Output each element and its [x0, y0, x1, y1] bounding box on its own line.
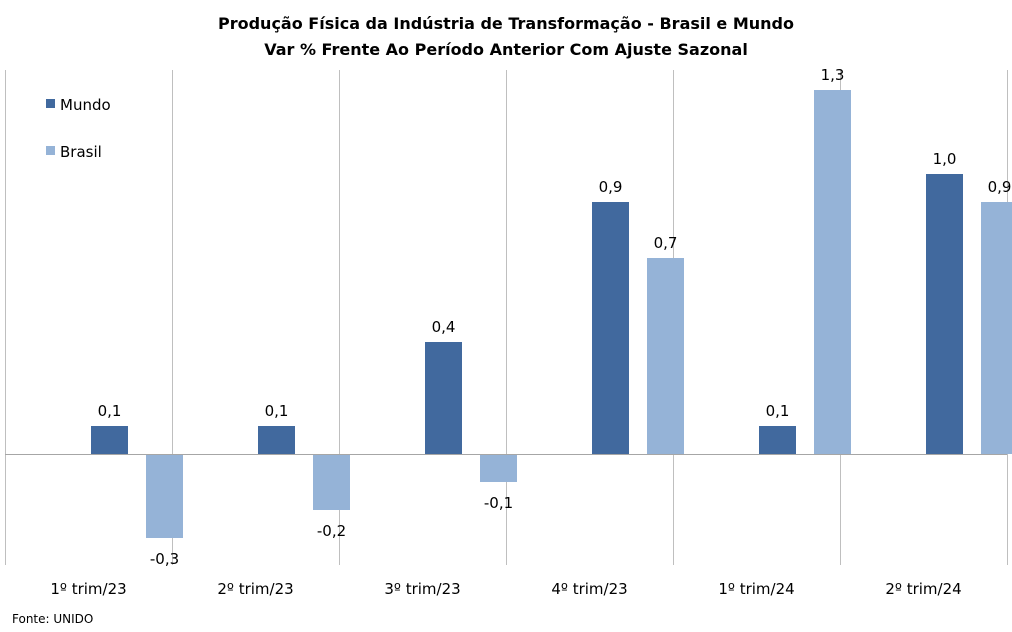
chart-subtitle: Var % Frente Ao Período Anterior Com Aju…: [264, 40, 748, 59]
data-label-mundo-1: 0,1: [98, 402, 122, 420]
bar-brasil-1: [146, 454, 183, 538]
x-tick-label: 4º trim/23: [551, 580, 627, 598]
labels-layer: 0,1 0,1 0,4 0,9 0,1 1,0 -0,3 -0,2 -0,1 0,7 1,3 0,9: [98, 66, 1012, 568]
source-note: Fonte: UNIDO: [12, 612, 94, 626]
data-label-mundo-2: 0,1: [265, 402, 289, 420]
data-label-brasil-5: 1,3: [821, 66, 845, 84]
legend-label-brasil: Brasil: [60, 143, 102, 161]
data-label-brasil-2: -0,2: [317, 522, 346, 540]
bar-brasil-5: [814, 90, 851, 454]
bar-mundo-1: [91, 426, 128, 454]
data-label-brasil-3: -0,1: [484, 494, 513, 512]
legend-label-mundo: Mundo: [60, 96, 111, 114]
x-tick-label: 1º trim/23: [50, 580, 126, 598]
bar-mundo-4: [592, 202, 629, 454]
x-tick-label: 3º trim/23: [384, 580, 460, 598]
bar-brasil-2: [313, 454, 350, 510]
bar-mundo-5: [759, 426, 796, 454]
x-tick-label: 2º trim/24: [885, 580, 961, 598]
data-label-mundo-6: 1,0: [933, 150, 957, 168]
bar-mundo-2: [258, 426, 295, 454]
data-label-brasil-6: 0,9: [988, 178, 1012, 196]
data-label-mundo-4: 0,9: [599, 178, 623, 196]
bar-mundo-6: [926, 174, 963, 454]
legend-swatch-brasil: [46, 146, 55, 155]
bar-brasil-4: [647, 258, 684, 454]
x-axis-ticks: 1º trim/23 2º trim/23 3º trim/23 4º trim/23…: [50, 580, 961, 598]
chart-title: Produção Física da Indústria de Transfor…: [218, 14, 794, 33]
bar-brasil-3: [480, 454, 517, 482]
data-label-mundo-5: 0,1: [766, 402, 790, 420]
x-tick-label: 1º trim/24: [718, 580, 794, 598]
bars-layer: [5, 90, 1012, 538]
data-label-brasil-1: -0,3: [150, 550, 179, 568]
data-label-mundo-3: 0,4: [432, 318, 456, 336]
data-label-brasil-4: 0,7: [654, 234, 678, 252]
legend: Mundo Brasil: [46, 96, 111, 161]
legend-swatch-mundo: [46, 99, 55, 108]
x-tick-label: 2º trim/23: [217, 580, 293, 598]
bar-mundo-3: [425, 342, 462, 454]
bar-brasil-6: [981, 202, 1012, 454]
